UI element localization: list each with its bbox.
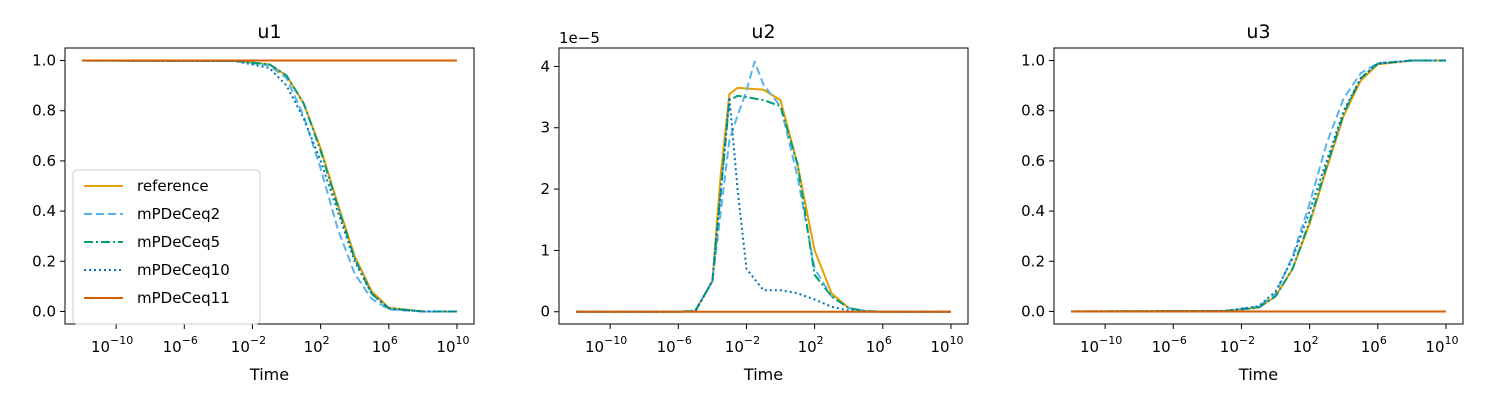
y-tick-label: 2: [540, 180, 550, 198]
panel-u2: 10−10 10−6 10−2 102 106 1010 0 1 2 3 4 1e−5 u2 Time: [540, 21, 969, 384]
series-group: [576, 60, 951, 313]
x-tick-label: 10−2: [231, 334, 266, 356]
axes-frame: [558, 47, 969, 325]
x-tick-label: 102: [1293, 334, 1319, 356]
y-tick-label: 0.0: [32, 302, 56, 320]
x-axis-label: Time: [743, 365, 783, 384]
x-axis-label: Time: [1238, 365, 1278, 384]
axes-frame: [64, 47, 475, 325]
x-tick-label: 10−2: [725, 334, 760, 356]
panel-u3: 10−10 10−6 10−2 102 106 1010 0.0 0.2 0.4 0.6 0.8 1.…: [1021, 21, 1464, 384]
y-tick-label: 0.4: [32, 202, 56, 220]
legend-box: [72, 169, 261, 325]
series-line-mpdeceq10: [576, 96, 951, 313]
panel-title: u1: [257, 21, 281, 43]
series-group: [82, 59, 457, 313]
legend-label: mPDeCeq2: [137, 205, 220, 223]
x-tick-label: 102: [304, 334, 330, 356]
legend-label: mPDeCeq5: [137, 233, 220, 251]
y-tick-label: 0.2: [32, 252, 56, 270]
x-tick-label: 1010: [930, 334, 963, 356]
x-tick-label: 10−10: [91, 334, 133, 356]
legend-label: mPDeCeq10: [137, 261, 230, 279]
x-tick-label: 106: [866, 334, 892, 356]
y-tick-label: 0.0: [1021, 302, 1045, 320]
series-group: [1071, 59, 1446, 313]
series-line-mpdeceq10: [1071, 59, 1446, 313]
x-tick-label: 10−10: [585, 334, 627, 356]
y-tick-label: 0.4: [1021, 202, 1045, 220]
series-line-reference: [576, 86, 951, 313]
legend: reference mPDeCeq2 mPDeCeq5 mPDeCeq10 mPDeCe…: [72, 169, 261, 325]
x-tick-label: 10−6: [657, 334, 692, 356]
y-tick-label: 4: [540, 57, 550, 75]
x-tick-label: 10−6: [163, 334, 198, 356]
y-tick-label: 0.6: [32, 152, 56, 170]
x-tick-label: 106: [372, 334, 398, 356]
x-tick-label: 10−2: [1220, 334, 1255, 356]
series-line-reference: [1071, 59, 1446, 313]
panel-title: u3: [1246, 21, 1270, 43]
y-tick-label: 0.2: [1021, 252, 1045, 270]
y-offset-label: 1e−5: [559, 29, 600, 47]
y-tick-label: 3: [540, 119, 550, 137]
series-line-mpdeceq5: [576, 94, 951, 313]
x-tick-label: 106: [1361, 334, 1387, 356]
x-tick-label: 10−10: [1080, 334, 1122, 356]
panel-u1: 10−10 10−6 10−2 102 106 1010 0.0 0.2 0.4 0.6 0.8 1.…: [32, 21, 475, 384]
legend-label: mPDeCeq11: [137, 289, 230, 307]
axes-frame: [1053, 47, 1464, 325]
y-tick-label: 1: [540, 241, 550, 259]
y-tick-label: 0.8: [1021, 102, 1045, 120]
x-tick-label: 102: [798, 334, 824, 356]
x-tick-label: 1010: [436, 334, 469, 356]
y-tick-label: 0.8: [32, 102, 56, 120]
legend-label: reference: [137, 177, 209, 195]
series-line-mpdeceq2: [1071, 59, 1446, 313]
x-tick-label: 10−6: [1152, 334, 1187, 356]
panel-title: u2: [751, 21, 775, 43]
series-line-mpdeceq5: [1071, 59, 1446, 313]
series-line-mpdeceq2: [576, 60, 951, 313]
y-tick-label: 1.0: [1021, 52, 1045, 70]
y-tick-label: 0.6: [1021, 152, 1045, 170]
y-tick-label: 0: [540, 303, 550, 321]
y-tick-label: 1.0: [32, 52, 56, 70]
x-tick-label: 1010: [1425, 334, 1458, 356]
x-axis-label: Time: [249, 365, 289, 384]
series-line-mpdeceq10: [82, 59, 457, 313]
